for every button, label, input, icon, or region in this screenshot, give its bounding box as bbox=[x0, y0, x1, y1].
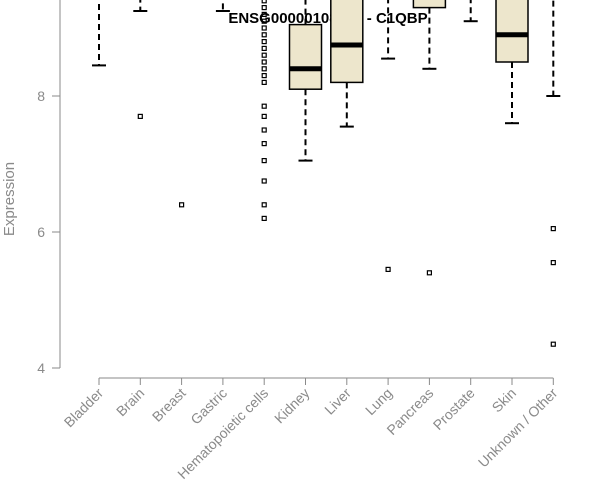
box bbox=[288, 23, 323, 90]
outlier-point bbox=[385, 266, 391, 272]
outlier-point bbox=[261, 0, 267, 4]
outlier-point bbox=[261, 59, 267, 65]
outlier-point bbox=[261, 52, 267, 58]
box bbox=[412, 0, 447, 9]
outlier-point bbox=[550, 226, 556, 232]
outlier-point bbox=[261, 202, 267, 208]
x-tick-label: Breast bbox=[149, 385, 189, 425]
outlier-point bbox=[137, 113, 143, 120]
x-tick-label: Prostate bbox=[430, 385, 478, 433]
x-tick-label: Kidney bbox=[271, 385, 313, 427]
outlier-point bbox=[550, 260, 556, 266]
outlier-point bbox=[261, 18, 267, 24]
outlier-point bbox=[261, 66, 267, 72]
outlier-point bbox=[261, 25, 267, 31]
outlier-point bbox=[261, 141, 267, 147]
outlier-point bbox=[261, 72, 267, 79]
y-tick-label: 6 bbox=[37, 224, 45, 240]
outlier-point bbox=[261, 79, 267, 86]
outlier-point bbox=[261, 127, 267, 133]
outlier-point bbox=[261, 158, 267, 164]
y-tick-label: 4 bbox=[37, 360, 45, 376]
y-tick-label: 8 bbox=[37, 88, 45, 104]
outlier-point bbox=[261, 113, 267, 120]
y-axis-label: Expression bbox=[1, 162, 18, 236]
outlier-point bbox=[261, 45, 267, 52]
x-tick-label: Brain bbox=[113, 385, 147, 419]
x-tick-label: Lung bbox=[362, 385, 395, 418]
x-tick-label: Liver bbox=[321, 385, 354, 418]
box bbox=[330, 0, 364, 84]
outlier-point bbox=[550, 341, 556, 347]
x-tick-label: Bladder bbox=[61, 385, 107, 431]
box bbox=[495, 0, 529, 63]
plot-area: 4681012BladderBrainBreastGastricHematopo… bbox=[37, 0, 561, 482]
outlier-point bbox=[426, 270, 432, 276]
outlier-point bbox=[261, 215, 267, 221]
outlier-point bbox=[179, 202, 185, 208]
outlier-point bbox=[261, 11, 267, 17]
x-tick-label: Skin bbox=[489, 385, 520, 416]
chart-title: ENSG00000108561 - C1QBP bbox=[228, 10, 427, 27]
outlier-point bbox=[261, 178, 267, 184]
outlier-point bbox=[261, 103, 267, 109]
outlier-point bbox=[261, 4, 267, 11]
outlier-point bbox=[261, 32, 267, 38]
outlier-point bbox=[261, 38, 267, 45]
